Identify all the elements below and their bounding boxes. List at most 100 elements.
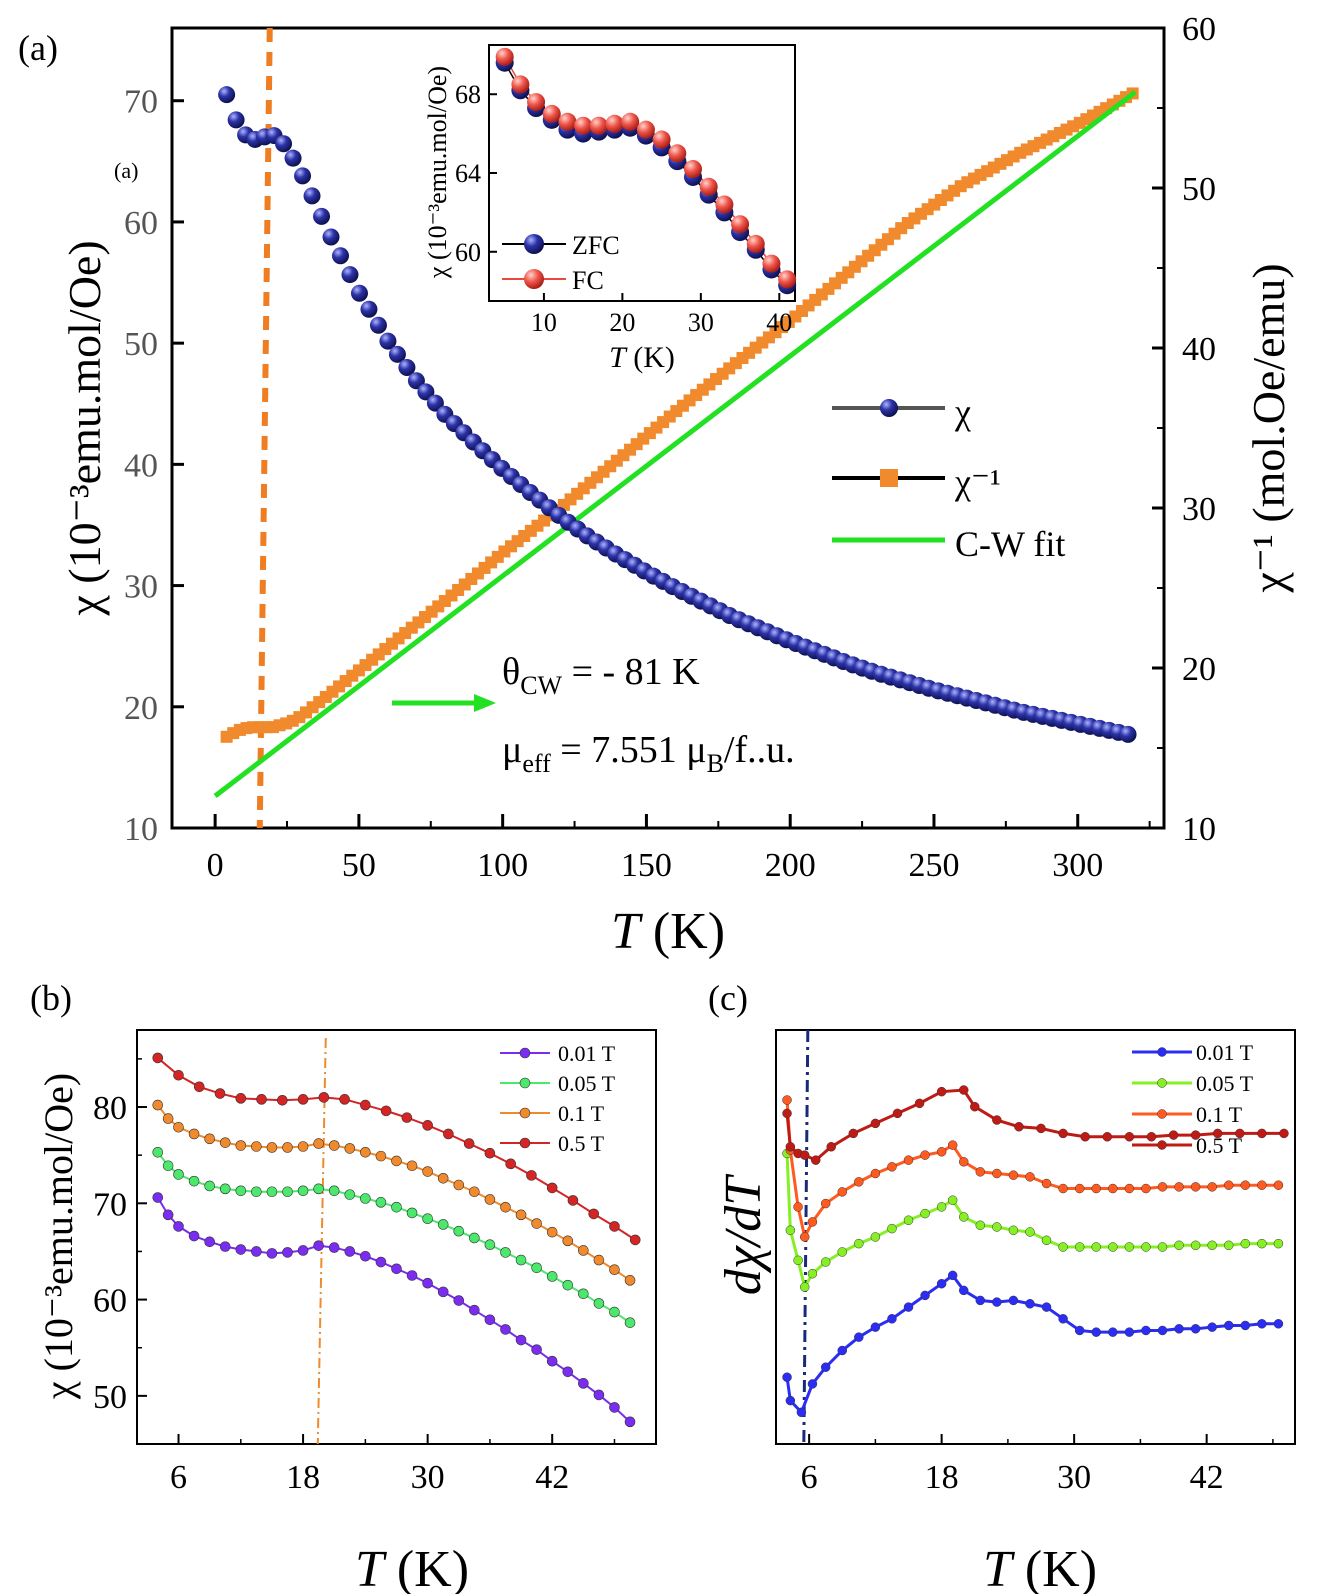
b-series-marker <box>406 1270 418 1281</box>
c-series-marker <box>1146 1132 1157 1142</box>
x-tick-label: 300 <box>1052 847 1103 884</box>
c-series-marker <box>1223 1320 1234 1331</box>
c-series-marker <box>1279 1128 1289 1139</box>
c-series-marker <box>1041 1302 1052 1312</box>
inset-fc-marker <box>746 234 765 253</box>
b-series-marker <box>609 1221 620 1232</box>
c-series-line <box>785 1273 1279 1416</box>
b-series-marker <box>282 1142 293 1153</box>
c-series-marker <box>870 1322 881 1332</box>
b-series-marker <box>235 1093 247 1104</box>
chi-marker <box>331 247 349 265</box>
c-legend-label: 0.5 T <box>1196 1133 1243 1158</box>
b-series-marker <box>422 1120 433 1131</box>
chi-marker <box>284 149 302 167</box>
c-series-marker <box>782 1372 792 1382</box>
inset-fc-marker <box>558 112 577 131</box>
b-series-marker <box>406 1207 418 1219</box>
b-series-marker <box>500 1247 511 1258</box>
c-series-marker <box>1108 1327 1118 1337</box>
b-series-marker <box>328 1242 340 1253</box>
b-series-marker <box>391 1155 402 1167</box>
b-series-marker <box>266 1186 278 1198</box>
c-series-marker <box>992 1168 1002 1179</box>
inset-fc-marker <box>636 120 655 139</box>
y-left-tick-label: 50 <box>124 326 158 363</box>
c-series-marker <box>920 1290 930 1301</box>
inset-legend-zfc-marker <box>524 234 544 254</box>
b-series-marker <box>173 1221 184 1232</box>
c-series-marker <box>1108 1242 1118 1252</box>
b-series-marker <box>437 1219 449 1230</box>
c-series-marker <box>947 1195 958 1205</box>
b-series-marker <box>152 1099 164 1111</box>
panel-b-x-ticks: 6 18 30 42 <box>170 1434 616 1496</box>
b-series-marker <box>256 1094 267 1105</box>
c-series-marker <box>820 1257 831 1267</box>
b-series-marker <box>344 1246 356 1257</box>
c-series-marker <box>992 1297 1002 1307</box>
c-series-marker <box>914 1098 925 1109</box>
c-series-marker <box>811 1155 821 1165</box>
b-series-marker <box>531 1218 542 1229</box>
b-series-marker <box>235 1140 247 1151</box>
y-right-tick-label: 20 <box>1182 651 1216 688</box>
c-series-marker <box>799 1282 810 1292</box>
b-series-marker <box>422 1277 433 1289</box>
y-right-tick-label: 30 <box>1182 491 1216 528</box>
legend-inv-marker <box>880 469 898 487</box>
b-series-marker <box>188 1128 200 1140</box>
inset-fc-marker <box>542 104 561 123</box>
inset-y-tick-label: 60 <box>455 238 481 267</box>
c-series-marker <box>1102 1132 1113 1142</box>
c-series-marker <box>1257 1238 1267 1249</box>
chi-marker <box>417 383 435 401</box>
c-series-line <box>785 1153 1279 1292</box>
b-series-marker <box>251 1246 262 1257</box>
c-legend-label: 0.01 T <box>1196 1040 1254 1065</box>
b-legend-marker <box>519 1137 531 1149</box>
inset-legend-zfc-label: ZFC <box>572 231 620 260</box>
b-series-marker <box>469 1186 480 1198</box>
b-legend-marker <box>519 1047 531 1059</box>
b-series-marker <box>578 1288 589 1300</box>
panel-c-series <box>782 1085 1289 1418</box>
panel-c-y-label: dχ/dT <box>715 1174 772 1295</box>
inset-x-tick-label: 20 <box>609 308 635 337</box>
c-series-marker <box>1235 1128 1245 1139</box>
panel-a-x-ticks: 0 50 100 150 200 250 300 <box>207 814 1151 884</box>
b-legend-marker <box>519 1077 531 1089</box>
b-series-marker <box>546 1271 558 1282</box>
inset: 10 20 30 40 60 64 68 T (K) χ (10⁻³emu.mol/Oe)… <box>423 44 797 374</box>
c-series-marker <box>1223 1240 1234 1251</box>
b-legend-marker <box>519 1107 531 1119</box>
c-series-marker <box>782 1095 792 1105</box>
b-series-marker <box>624 1275 636 1286</box>
b-series-marker <box>360 1250 371 1262</box>
c-series-marker <box>1058 1242 1068 1252</box>
x-tick-label: 50 <box>342 847 376 884</box>
c-series-marker <box>799 1150 810 1160</box>
inset-fc-marker <box>731 215 750 234</box>
x-tick-label: 250 <box>908 847 959 884</box>
chi-marker <box>369 316 387 334</box>
legend-fit-label: C-W fit <box>955 524 1065 564</box>
c-series-marker <box>1212 1128 1223 1139</box>
c-series-marker <box>1174 1240 1184 1251</box>
inset-fc-marker <box>605 114 624 133</box>
c-series-marker <box>1091 1327 1101 1337</box>
b-series-marker <box>515 1334 527 1346</box>
b-series-marker <box>484 1194 496 1205</box>
c-series-marker <box>936 1202 947 1212</box>
inset-y-tick-label: 68 <box>455 80 481 109</box>
c-series-marker <box>793 1255 803 1266</box>
b-series-marker <box>484 1147 496 1159</box>
c-series-marker <box>793 1202 803 1212</box>
y-left-tick-label: 40 <box>124 447 158 484</box>
b-y-tick-label: 70 <box>93 1186 127 1223</box>
b-series-marker <box>282 1247 293 1258</box>
b-series-marker <box>526 1170 537 1181</box>
inset-x-tick-label: 30 <box>688 308 714 337</box>
b-series-marker <box>328 1140 340 1151</box>
c-series-marker <box>807 1268 818 1279</box>
